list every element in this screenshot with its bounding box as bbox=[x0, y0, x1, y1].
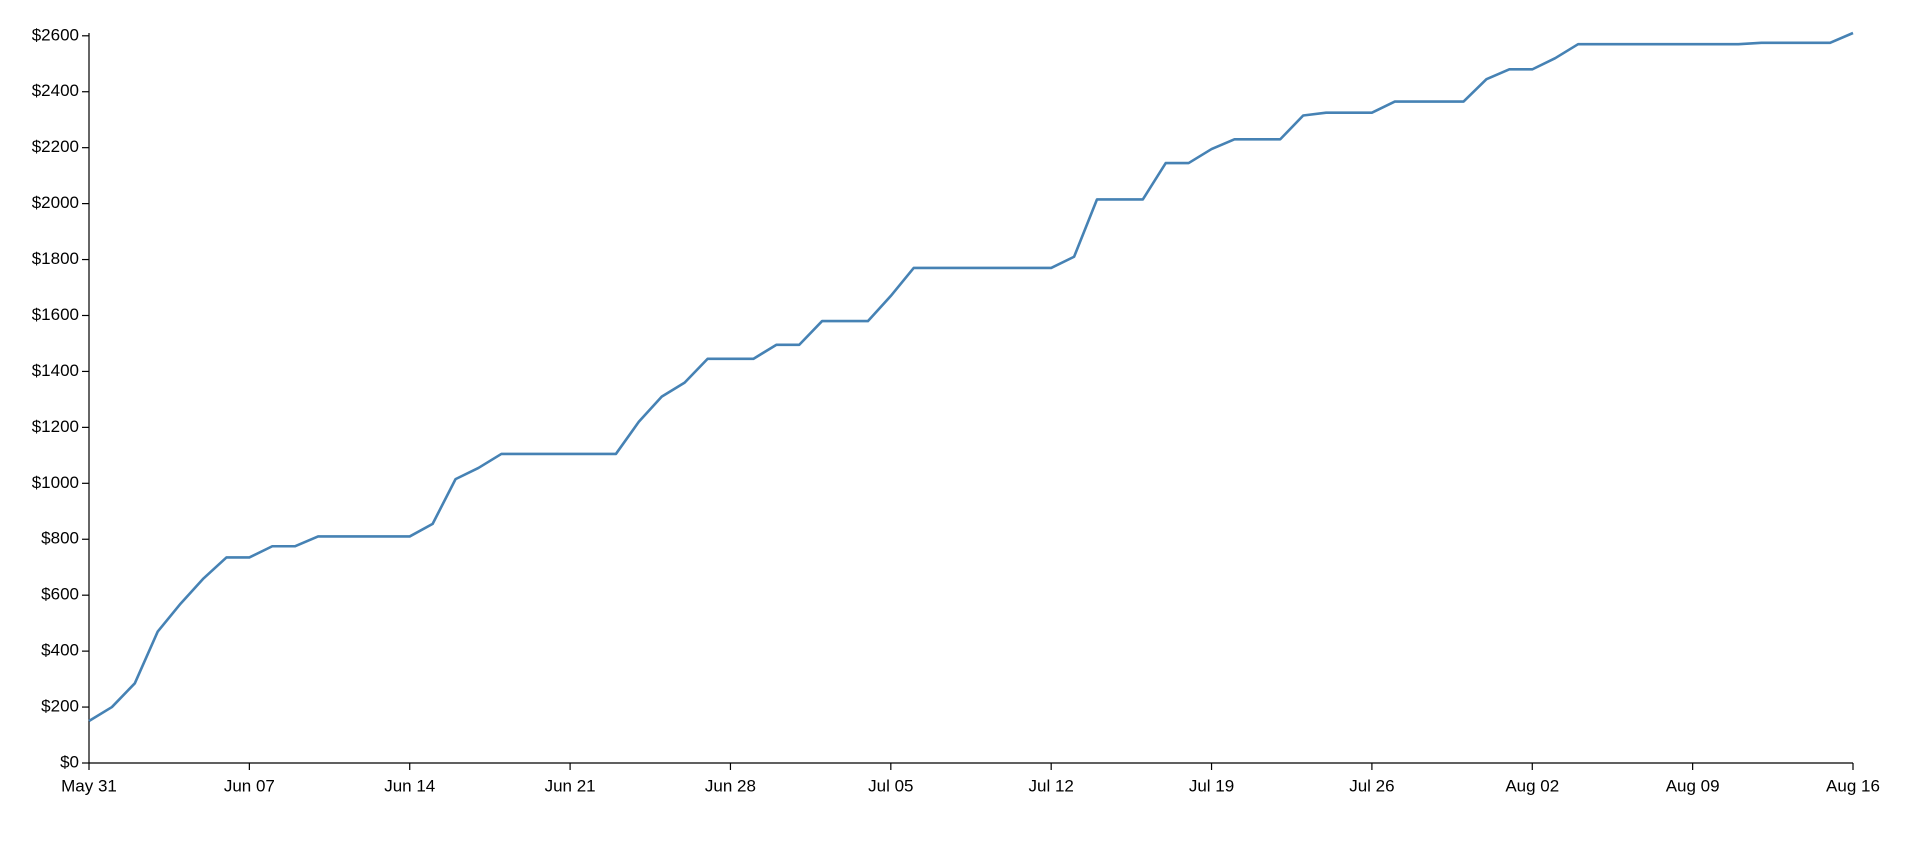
x-tick-label: Jul 26 bbox=[1349, 776, 1394, 795]
x-tick-label: Jun 14 bbox=[384, 776, 435, 795]
y-tick-label: $1000 bbox=[32, 473, 79, 492]
x-tick-label: Jul 05 bbox=[868, 776, 913, 795]
y-tick-label: $2200 bbox=[32, 137, 79, 156]
x-tick-label: Aug 16 bbox=[1826, 776, 1880, 795]
y-tick-label: $1400 bbox=[32, 361, 79, 380]
x-tick-label: Jul 19 bbox=[1189, 776, 1234, 795]
x-tick-label: Jun 28 bbox=[705, 776, 756, 795]
x-tick-label: Aug 09 bbox=[1666, 776, 1720, 795]
y-tick-label: $1600 bbox=[32, 305, 79, 324]
x-tick-label: Jun 21 bbox=[545, 776, 596, 795]
x-tick-label: Aug 02 bbox=[1505, 776, 1559, 795]
x-tick-label: May 31 bbox=[61, 776, 117, 795]
y-tick-label: $2000 bbox=[32, 193, 79, 212]
x-tick-label: Jul 12 bbox=[1028, 776, 1073, 795]
y-tick-label: $2400 bbox=[32, 81, 79, 100]
y-tick-label: $0 bbox=[60, 752, 79, 771]
y-tick-label: $400 bbox=[41, 641, 79, 660]
x-tick-label: Jun 07 bbox=[224, 776, 275, 795]
y-tick-label: $1200 bbox=[32, 417, 79, 436]
y-tick-label: $1800 bbox=[32, 249, 79, 268]
y-tick-label: $200 bbox=[41, 697, 79, 716]
y-tick-label: $2600 bbox=[32, 25, 79, 44]
y-tick-label: $600 bbox=[41, 585, 79, 604]
y-tick-label: $800 bbox=[41, 529, 79, 548]
data-line bbox=[88, 31, 1854, 723]
